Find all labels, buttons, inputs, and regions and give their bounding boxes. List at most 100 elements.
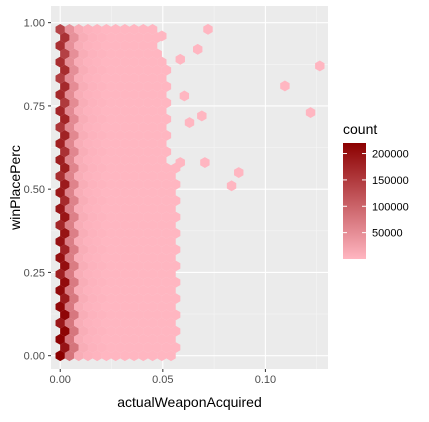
hexbin-cell: [97, 81, 107, 92]
hexbin-cell: [157, 284, 167, 296]
hexbin-cell: [73, 170, 84, 182]
hexbin-cell: [106, 211, 116, 223]
hexbin-cell: [134, 130, 144, 141]
hexbin-cell: [83, 138, 93, 150]
hexbin-cell: [106, 309, 116, 321]
hexbin-cell: [73, 40, 84, 52]
hexbin-cell: [110, 23, 121, 35]
hexbin-cell: [83, 23, 93, 35]
hexbin-cell: [83, 252, 93, 264]
hexbin-cell: [92, 187, 102, 198]
hexbin-cell: [78, 146, 89, 158]
hexbin-cell: [92, 317, 102, 329]
hexbin-cell: [69, 293, 79, 305]
hexbin-cell: [161, 309, 172, 321]
hexbin-outlier-cell: [305, 107, 316, 119]
hexbin-cell: [97, 113, 107, 125]
hexbin-cell: [124, 260, 135, 272]
hexbin-cell: [115, 195, 125, 207]
hexbin-cell: [129, 89, 139, 101]
hexbin-outlier-cell: [226, 180, 237, 192]
hexbin-cell: [92, 105, 102, 117]
hexbin-cell: [124, 48, 135, 60]
hexbin-cell: [73, 317, 84, 329]
hexbin-cell: [138, 203, 149, 215]
hexbin-cell: [92, 170, 102, 182]
hexbin-cell: [147, 23, 158, 35]
hexbin-cell: [147, 170, 158, 182]
hexbin-cell: [166, 219, 176, 231]
hexbin-cell: [110, 105, 121, 117]
hexbin-cell: [69, 309, 79, 321]
hexbin-cell: [124, 178, 135, 190]
hexbin-cell: [124, 227, 135, 239]
hexbin-cell: [120, 284, 130, 296]
hexbin-cell: [134, 162, 144, 174]
hexbin-cell: [92, 219, 102, 231]
hexbin-cell: [134, 260, 144, 272]
hexbin-cell: [157, 187, 167, 198]
hexbin-cell: [143, 211, 153, 223]
hexbin-cell: [166, 333, 176, 345]
hexbin-cell: [101, 170, 112, 182]
hexbin-cell: [73, 56, 84, 68]
hexbin-cell: [157, 154, 167, 166]
hexbin-cell: [124, 244, 135, 256]
hexbin-cell: [60, 178, 70, 190]
hexbin-cell: [78, 260, 89, 272]
hexbin-cell: [138, 268, 149, 280]
hexbin-cell: [115, 293, 125, 305]
hexbin-cell: [60, 48, 70, 60]
hexbin-layer: [55, 23, 325, 362]
hexbin-cell: [73, 203, 84, 215]
hexbin-cell: [120, 40, 130, 52]
hexbin-cell: [78, 309, 89, 321]
hexbin-cell: [110, 154, 121, 166]
hexbin-cell: [143, 260, 153, 272]
hexbin-cell: [161, 244, 172, 256]
hexbin-cell: [143, 32, 153, 44]
hexbin-cell: [69, 227, 79, 239]
hexbin-cell: [55, 219, 65, 231]
hexbin-cell: [83, 350, 93, 362]
hexbin-cell: [161, 162, 172, 174]
hexbin-cell: [115, 64, 125, 76]
hexbin-cell: [92, 56, 102, 68]
hexbin-cell: [101, 138, 112, 150]
hexbin-cell: [129, 121, 139, 133]
hexbin-cell: [138, 105, 149, 117]
hexbin-cell: [78, 113, 89, 125]
hexbin-cell: [60, 227, 70, 239]
hexbin-cell: [87, 211, 98, 223]
hexbin-cell: [147, 56, 158, 68]
hexbin-cell: [124, 309, 135, 321]
hexbin-cell: [106, 244, 116, 256]
hexbin-cell: [124, 32, 135, 44]
hexbin-cell: [110, 56, 121, 68]
hexbin-cell: [124, 195, 135, 207]
hexbin-cell: [69, 146, 79, 158]
hexbin-cell: [64, 219, 75, 231]
hexbin-cell: [138, 89, 149, 101]
y-tick-label: 0.75: [24, 101, 45, 113]
hexbin-cell: [78, 162, 89, 174]
hexbin-cell: [64, 301, 75, 313]
y-tick-label: 0.50: [24, 184, 45, 196]
hexbin-cell: [143, 325, 153, 337]
hexbin-cell: [170, 244, 181, 256]
hexbin-cell: [166, 252, 176, 264]
hexbin-cell: [143, 309, 153, 321]
hexbin-cell: [161, 342, 172, 353]
hexbin-cell: [69, 113, 79, 125]
hexbin-cell: [92, 89, 102, 101]
hexbin-cell: [60, 130, 70, 141]
hexbin-cell: [97, 211, 107, 223]
hexbin-cell: [101, 23, 112, 35]
hexbin-cell: [120, 252, 130, 264]
hexbin-cell: [157, 236, 167, 247]
hexbin-cell: [64, 170, 75, 182]
hexbin-cell: [120, 23, 130, 35]
hexbin-cell: [69, 325, 79, 337]
hexbin-cell: [138, 317, 149, 329]
hexbin-cell: [124, 146, 135, 158]
